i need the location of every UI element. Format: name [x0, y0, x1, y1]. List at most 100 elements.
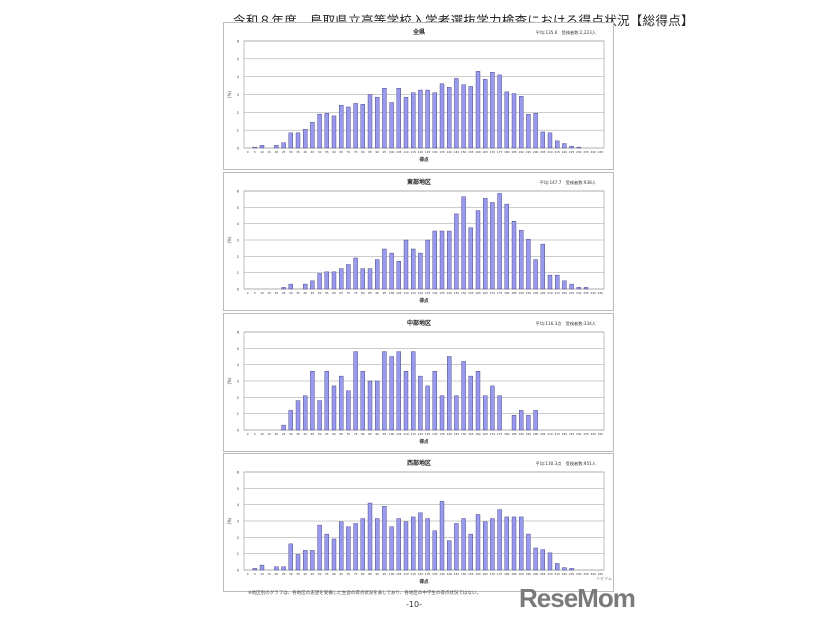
chart-east-region: 東部地区 平均:147.7 受検者数:938人 0 1 2 3 4 5 6 (%) 0 5 10 15 20… — [223, 172, 614, 311]
x-tick-label: 160 — [475, 572, 481, 576]
y-tick-label: 0 — [237, 147, 239, 151]
bar — [533, 259, 538, 290]
x-tick-label: 245 — [598, 291, 604, 295]
x-tick-label: 235 — [583, 291, 589, 295]
bar — [439, 83, 445, 149]
x-tick-label: 70 — [347, 572, 351, 576]
bar — [490, 385, 495, 431]
x-tick-label: 80 — [361, 150, 365, 154]
bar — [382, 88, 387, 149]
x-tick-label: 20 — [275, 291, 279, 295]
x-tick-label: 30 — [289, 432, 293, 436]
x-tick-label: 155 — [468, 572, 474, 576]
chart-stats: 平均:116.3点 受検者数:334人 — [536, 320, 597, 327]
x-tick-label: 145 — [454, 150, 460, 154]
bar — [526, 113, 531, 149]
x-tick-label: 0 — [247, 150, 249, 154]
x-tick-label: 65 — [339, 572, 343, 576]
x-tick-label: 10 — [260, 432, 264, 436]
y-tick-label: 1 — [237, 552, 239, 556]
x-tick-label: 85 — [368, 291, 372, 295]
x-tick-label: 100 — [389, 150, 395, 154]
bar — [497, 509, 502, 571]
y-tick-label: 3 — [237, 239, 239, 243]
bar — [403, 521, 409, 571]
bar — [411, 351, 416, 431]
bar — [331, 115, 337, 149]
y-tick-label: 4 — [237, 503, 240, 507]
x-tick-label: 235 — [583, 572, 589, 576]
bar — [396, 518, 401, 571]
bar — [346, 526, 351, 571]
bar — [504, 516, 509, 571]
x-tick-label: 75 — [354, 150, 358, 154]
x-tick-label: 155 — [468, 291, 474, 295]
bar — [425, 239, 430, 290]
x-tick-label: 225 — [569, 432, 575, 436]
x-tick-label: 195 — [526, 432, 532, 436]
x-tick-label: 25 — [282, 291, 286, 295]
bar — [547, 552, 553, 571]
bar — [303, 395, 308, 431]
y-tick-label: 2 — [237, 396, 239, 400]
y-tick-label: 1 — [237, 271, 239, 275]
x-tick-label: 5 — [254, 150, 256, 154]
x-tick-label: 30 — [289, 291, 293, 295]
bar — [288, 283, 293, 290]
x-tick-label: 50 — [318, 150, 322, 154]
bar — [461, 518, 466, 571]
bar — [353, 351, 358, 431]
bar — [281, 566, 286, 571]
x-tick-label: 30 — [289, 150, 293, 154]
x-tick-label: 230 — [576, 572, 582, 576]
bar — [425, 518, 430, 571]
x-tick-label: 235 — [583, 150, 589, 154]
x-tick-label: 105 — [396, 150, 402, 154]
bar — [317, 400, 322, 431]
y-tick-label: 2 — [237, 536, 239, 540]
x-tick-label: 115 — [411, 572, 417, 576]
y-tick-label: 3 — [237, 93, 239, 97]
x-tick-label: 175 — [497, 432, 503, 436]
y-tick-label: 5 — [237, 487, 239, 491]
x-tick-label: 210 — [547, 291, 553, 295]
bar — [519, 96, 524, 149]
x-tick-label: 110 — [403, 291, 409, 295]
x-tick-label: 160 — [475, 291, 481, 295]
bar — [569, 283, 574, 290]
bar — [519, 230, 524, 290]
x-tick-label: 170 — [490, 291, 496, 295]
x-tick-label: 90 — [375, 432, 379, 436]
bar — [418, 252, 423, 290]
x-tick-label: 215 — [555, 432, 561, 436]
x-tick-label: 20 — [275, 572, 279, 576]
x-tick-label: 125 — [425, 150, 431, 154]
bar — [497, 395, 502, 431]
x-tick-label: 40 — [303, 291, 307, 295]
bar — [396, 351, 401, 431]
x-tick-label: 110 — [403, 150, 409, 154]
x-tick-label: 75 — [354, 291, 358, 295]
x-tick-label: 45 — [311, 291, 315, 295]
x-tick-label: 165 — [483, 291, 489, 295]
bar — [274, 566, 279, 571]
x-tick-label: 30 — [289, 572, 293, 576]
bar — [562, 280, 567, 290]
x-tick-label: 60 — [332, 150, 336, 154]
x-tick-label: 15 — [267, 432, 271, 436]
chart-title: 西部地区 — [407, 459, 431, 467]
x-tick-label: 55 — [325, 291, 329, 295]
bar — [475, 71, 481, 149]
x-tick-label: 190 — [519, 432, 525, 436]
y-tick-label: 2 — [237, 111, 239, 115]
chart-stats: 平均:147.7 受検者数:938人 — [540, 179, 597, 186]
x-tick-label: 60 — [332, 432, 336, 436]
y-tick-label: 4 — [237, 75, 240, 79]
x-tick-label: 55 — [325, 432, 329, 436]
x-tick-label: 105 — [396, 432, 402, 436]
x-tick-label: 75 — [354, 572, 358, 576]
x-tick-label: 0 — [247, 572, 249, 576]
bar — [360, 518, 365, 571]
bar — [540, 131, 545, 149]
